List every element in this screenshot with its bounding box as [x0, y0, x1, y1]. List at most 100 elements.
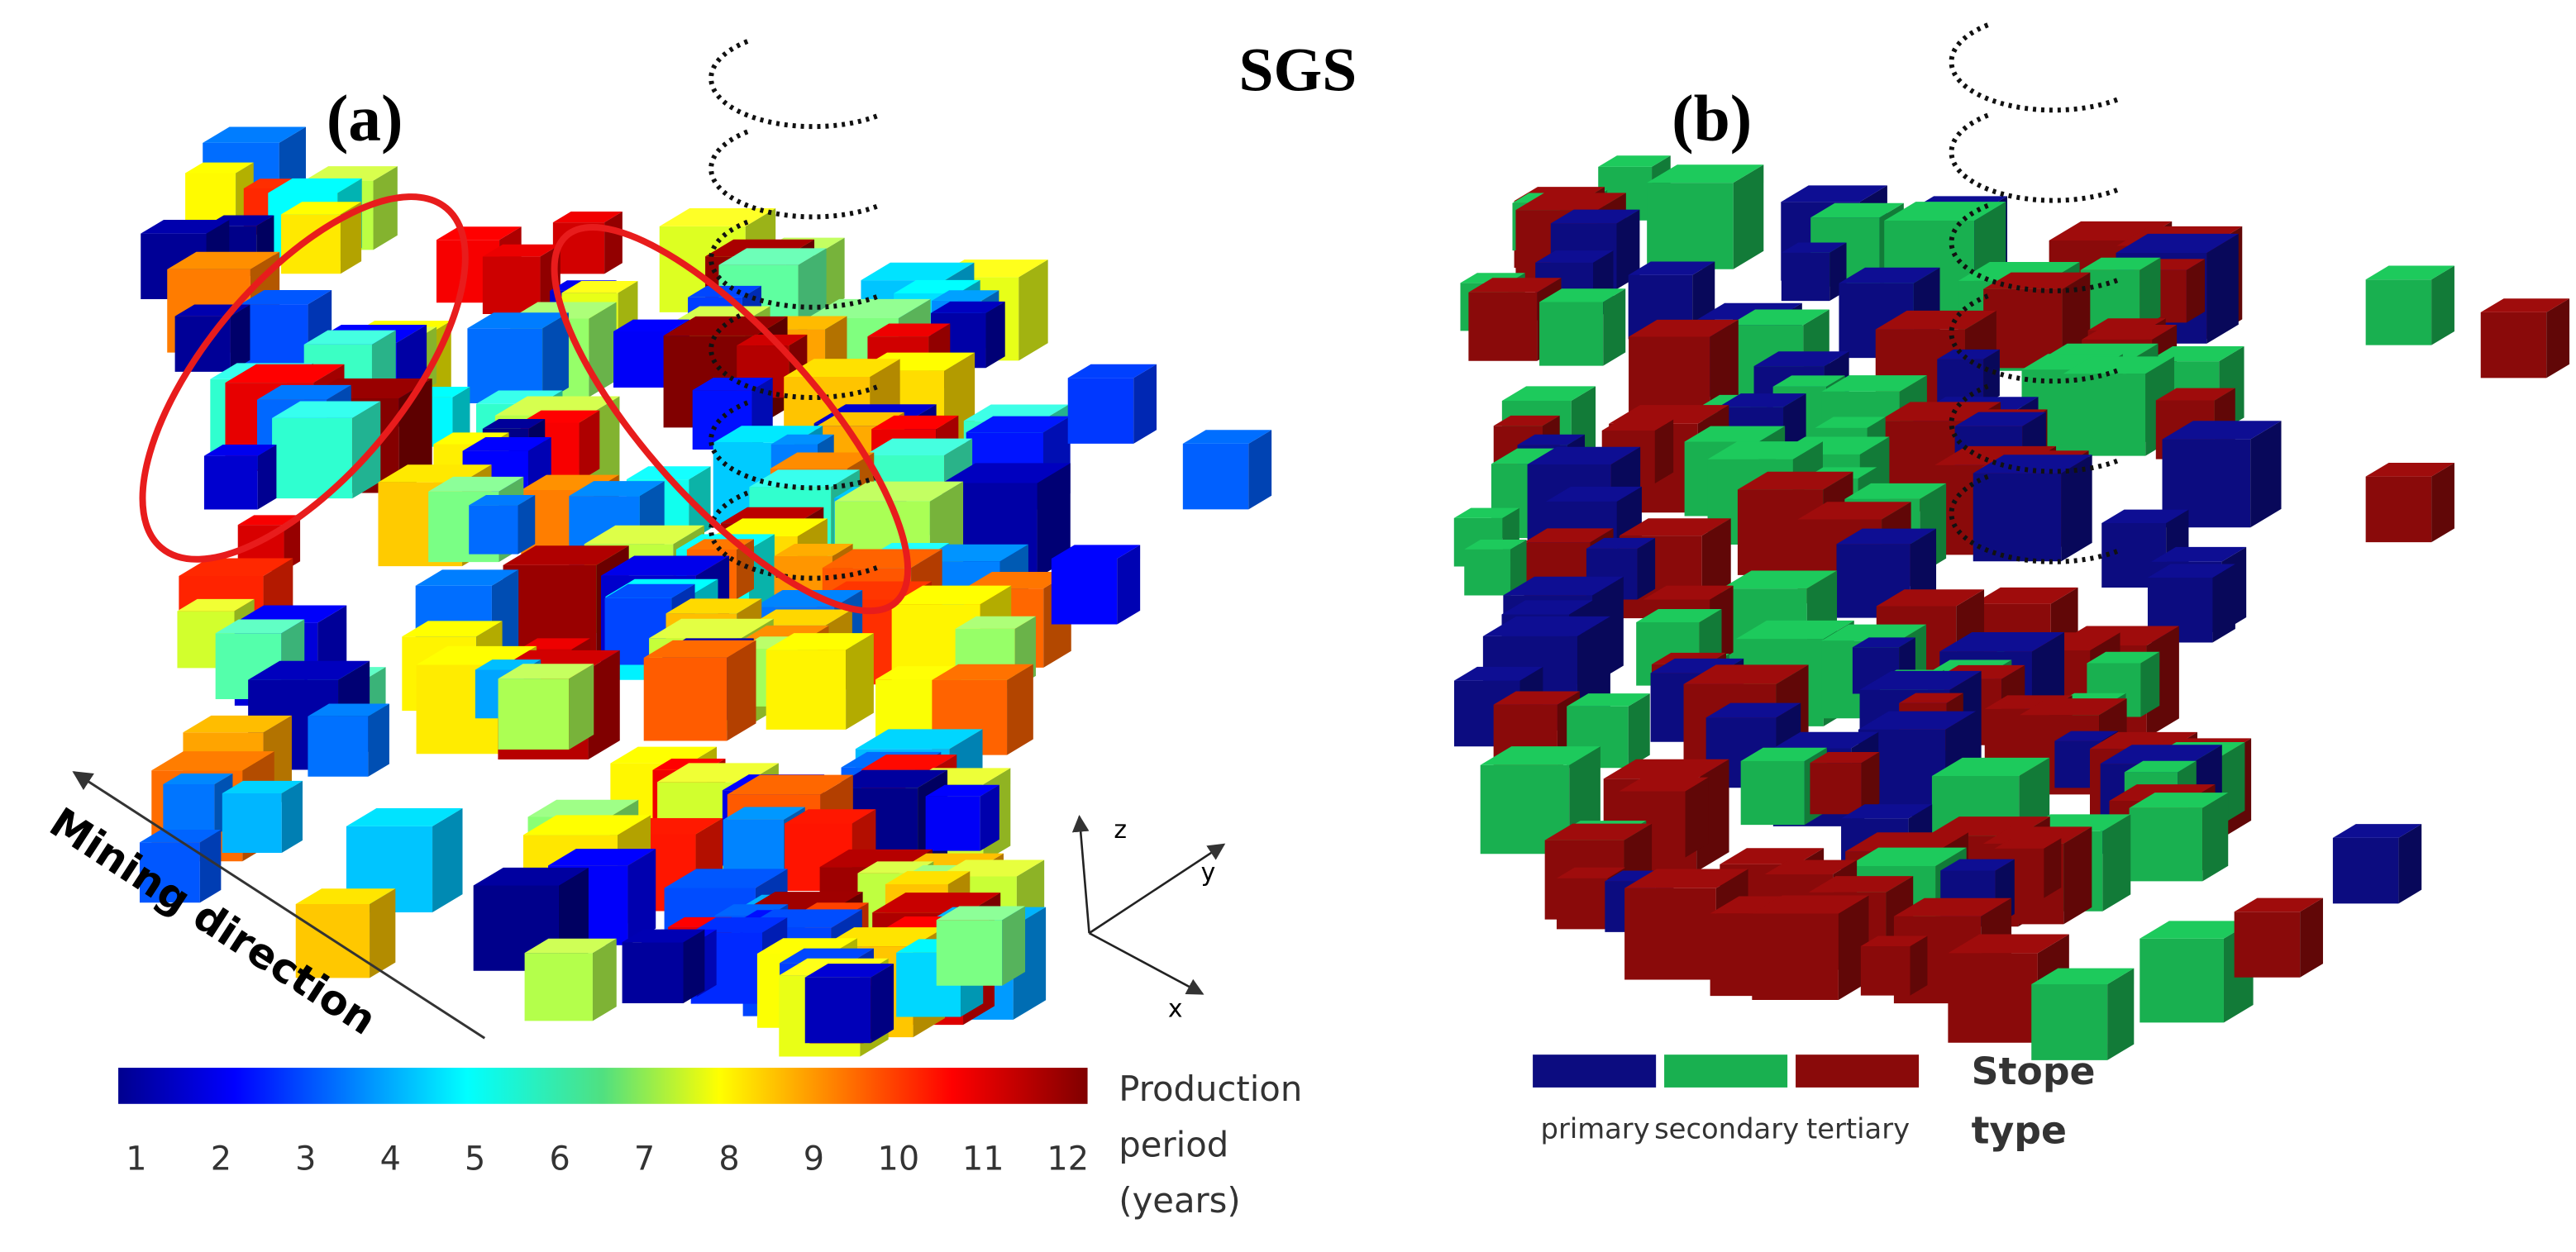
voxel-face: [1685, 777, 1709, 858]
voxel-face: [1753, 351, 1849, 367]
voxel-face: [622, 942, 684, 1004]
voxel-face: [774, 544, 853, 556]
voxel-face: [2087, 651, 2160, 664]
colorbar-tick-label: 6: [549, 1140, 570, 1178]
voxel-face: [1464, 540, 1527, 550]
voxel-face: [723, 807, 805, 820]
voxel-face: [185, 162, 254, 174]
voxel-face: [2140, 921, 2254, 939]
voxel-face: [1598, 155, 1671, 167]
voxel-face: [766, 650, 847, 730]
drillhole-traces: [708, 22, 2120, 581]
voxel-face: [503, 564, 597, 659]
voxel-face: [2431, 265, 2454, 345]
voxel-face: [225, 364, 345, 383]
voxel-face: [683, 929, 705, 1004]
voxel-face: [804, 964, 894, 978]
axis-label: y: [1201, 859, 1216, 888]
voxel-face: [2365, 265, 2454, 280]
voxel-face: [2365, 279, 2432, 345]
voxel-face: [871, 964, 894, 1044]
voxel-face: [237, 515, 301, 526]
voxel-face: [665, 598, 762, 614]
voxel-face: [875, 679, 939, 743]
z-axis: [1071, 814, 1090, 934]
colorbar-tick-label: 1: [126, 1140, 146, 1178]
voxel-face: [2332, 837, 2399, 904]
voxel-face: [1884, 202, 2006, 221]
voxel-face: [846, 633, 874, 730]
trace-loop: [708, 39, 880, 130]
voxel-face: [622, 929, 705, 943]
voxel-face: [2054, 740, 2102, 788]
voxel-face: [1954, 412, 2046, 426]
voxel-face: [1821, 375, 1927, 392]
voxel-face: [1550, 209, 1640, 224]
voxel-face: [2044, 838, 2062, 898]
highlight-ellipse: [551, 224, 912, 615]
voxel-face: [295, 888, 396, 905]
voxel-face: [1133, 364, 1157, 444]
voxel-face: [240, 304, 308, 372]
voxel-face: [1707, 441, 1823, 459]
voxel-face: [340, 202, 362, 274]
voxel-face: [1527, 446, 1641, 465]
voxel-face: [1844, 483, 1947, 499]
figure-title: SGS: [1239, 36, 1357, 105]
voxel-face: [834, 481, 964, 502]
voxel-face: [867, 323, 951, 337]
voxel-face: [1772, 375, 1845, 387]
voxel-face: [308, 703, 389, 716]
voxel-face: [1067, 364, 1157, 378]
trace-loop: [1949, 202, 2120, 293]
trace-loop: [1949, 293, 2120, 384]
voxel-face: [370, 888, 396, 978]
voxel-plot-b: [1453, 155, 2570, 1060]
voxel-face: [203, 455, 258, 510]
legend-title: Stope: [1972, 1050, 2096, 1093]
voxel-face: [1629, 336, 1710, 418]
colorbar-tick-label: 11: [962, 1140, 1004, 1178]
voxel-face: [2186, 259, 2206, 323]
colorbar-tick-label: 4: [380, 1140, 401, 1178]
voxel-face: [1018, 259, 1048, 361]
voxel-face: [936, 920, 1003, 986]
voxel-face: [2162, 439, 2251, 528]
voxel-face: [1647, 183, 1734, 269]
voxel-face: [1586, 537, 1656, 549]
voxel-face: [518, 638, 590, 650]
voxel-face: [931, 301, 1005, 313]
voxel-face: [1510, 540, 1527, 596]
voxel-face: [569, 481, 665, 497]
voxel-face: [1624, 869, 1748, 888]
voxel-face: [1248, 430, 1272, 510]
voxel-face: [1764, 859, 1858, 874]
voxel-face: [2031, 968, 2135, 984]
voxel-face: [891, 585, 1012, 605]
voxel-face: [1852, 637, 1915, 648]
voxel-face: [1718, 393, 1806, 407]
voxel-face: [2250, 421, 2282, 528]
voxel-face: [2140, 938, 2224, 1023]
voxel-face: [1797, 502, 1911, 520]
voxel-face: [139, 830, 222, 843]
trace-loop: [1949, 112, 2120, 203]
voxel-face: [141, 220, 230, 234]
colorbar-tick-label: 9: [804, 1140, 824, 1178]
voxel-face: [1721, 570, 1838, 589]
voxel-face: [1556, 878, 1608, 930]
voxel-face: [569, 664, 594, 750]
voxel-face: [1624, 888, 1716, 980]
voxel-face: [1545, 486, 1642, 502]
voxel-face: [1654, 419, 1674, 484]
voxel-face: [2546, 298, 2570, 378]
voxel-face: [1781, 252, 1830, 302]
voxel-face: [527, 799, 639, 817]
colorbar-tick-label: 3: [295, 1140, 316, 1178]
voxel-face: [1858, 729, 1946, 817]
voxel-face: [1931, 757, 2050, 776]
voxel-face: [2140, 257, 2161, 330]
voxel-face: [1539, 288, 1626, 302]
voxel-face: [1503, 576, 1624, 596]
